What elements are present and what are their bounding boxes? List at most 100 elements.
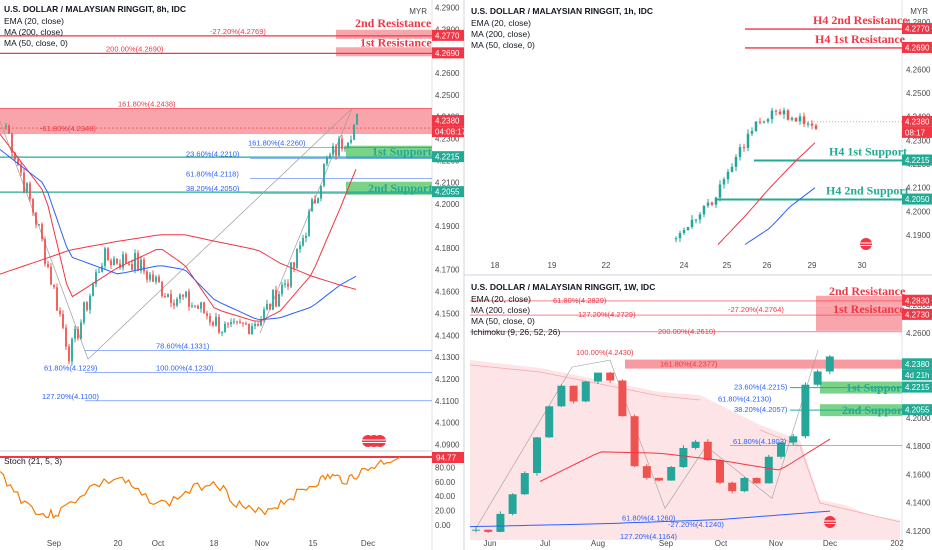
p1h-date-tick: 30 — [858, 261, 867, 270]
p1h-price-tag: 4.2050 — [905, 195, 930, 204]
p8h-candle — [104, 248, 106, 267]
p8h-candle — [191, 305, 193, 307]
p8h-candle — [164, 296, 166, 298]
p1w-price-tag: 4.2730 — [905, 310, 930, 319]
p1w-candle — [569, 385, 578, 402]
p8h-candle — [188, 291, 190, 307]
p1w-candle — [703, 441, 712, 461]
p8h-fib-label: -27.20%(4.2769) — [210, 27, 266, 36]
p1h-price-tick: 4.2000 — [906, 207, 931, 216]
p8h-candle — [89, 295, 91, 310]
p8h-price-tick: 4.2900 — [435, 3, 460, 12]
p8h-candle — [125, 254, 127, 264]
p8h-candle — [107, 248, 109, 261]
p8h-candle — [71, 338, 73, 362]
p8h-candle — [215, 316, 217, 326]
p1h-candle — [798, 116, 802, 122]
p1h-candle — [794, 117, 798, 122]
p1w-candle — [472, 529, 480, 531]
p1w-price-tag: 4d 21h — [905, 371, 929, 380]
p8h-candle — [242, 322, 244, 324]
p8h-candle — [134, 252, 136, 271]
p1w-candle — [789, 436, 798, 443]
p8h-candle — [98, 271, 100, 273]
p8h-candle — [311, 199, 313, 212]
p1h-price-tick: 4.2500 — [906, 89, 931, 98]
p1h-indicator-ma200: MA (200, close) — [471, 29, 530, 39]
p8h-candle — [182, 294, 184, 297]
stoch-tick: 60.00 — [435, 478, 456, 487]
panel-1w: 2nd Resistance 1st Resistance 1st Support 2… — [469, 282, 932, 548]
p1w-candle — [777, 442, 785, 457]
p8h-price-tick: 4.2000 — [435, 200, 460, 209]
p8h-candle — [329, 154, 331, 158]
p8h-candle — [161, 281, 163, 297]
p1w-fib-label: 200.00%(4.2610) — [658, 327, 716, 336]
p1h-candle — [806, 123, 810, 125]
p8h-candle — [326, 157, 328, 164]
p1w-candle — [679, 447, 688, 467]
p1h-candle — [762, 121, 766, 123]
p8h-candle — [62, 313, 64, 328]
p8h-candle — [20, 164, 22, 173]
p8h-price-tick: 4.0900 — [435, 441, 460, 450]
p8h-candle — [290, 262, 292, 287]
p1h-currency: MYR — [910, 7, 928, 16]
stoch-value: 94.77 — [436, 454, 457, 463]
p1h-candle — [718, 184, 722, 198]
p1h-price-tag-bg — [902, 154, 932, 166]
p1h-date-tick: 19 — [548, 261, 557, 270]
p8h-candle — [275, 290, 277, 307]
p1w-series-ma50 — [469, 510, 831, 528]
p8h-candle — [185, 291, 187, 297]
p8h-candle — [137, 252, 139, 271]
p8h-date-tick: Nov — [255, 539, 269, 548]
p8h-fib-label: 161.80%(4.2438) — [118, 99, 176, 108]
p8h-price-tick: 4.1900 — [435, 222, 460, 231]
p8h-candle — [341, 138, 343, 149]
p8h-candle — [167, 293, 169, 298]
p8h-date-tick: 15 — [309, 539, 318, 548]
p1w-ichimoku-span — [469, 364, 901, 523]
p8h-candle — [53, 284, 55, 288]
p1w-date-tick: 202 — [890, 539, 904, 548]
p8h-candle — [8, 125, 10, 134]
p8h-candle — [5, 125, 7, 127]
p1w-candle — [520, 473, 529, 495]
p1h-price-tick: 4.2300 — [906, 136, 931, 145]
p1h-candle — [702, 205, 706, 215]
p8h-price-tag-bg — [432, 115, 464, 127]
panel-8h: 2nd Resistance 1st Resistance 1st Support 2… — [0, 3, 467, 548]
p1w-candle — [508, 494, 517, 514]
p1w-fib-label: 100.00%(4.2430) — [576, 348, 634, 357]
p8h-candle — [47, 263, 49, 267]
p8h-candle — [350, 139, 352, 143]
p8h-fib-label: 200.00%(4.2690) — [106, 44, 164, 53]
p8h-date-tick: 20 — [114, 539, 123, 548]
p1h-candle — [790, 117, 794, 120]
p8h-candle — [308, 211, 310, 236]
p8h-candle — [227, 323, 229, 325]
us-flag-icon[interactable] — [860, 238, 872, 250]
p1w-fib-label: 61.80%(4.2829) — [553, 296, 607, 305]
p8h-candle — [92, 283, 94, 296]
p1w-candle — [716, 460, 724, 483]
p1w-price-tag: 4.2215 — [905, 383, 930, 392]
p1w-date-tick: Sep — [659, 539, 674, 548]
p1h-candle — [694, 219, 698, 221]
p1w-price-tag-bg — [902, 404, 932, 416]
us-flag-icon[interactable] — [824, 516, 836, 528]
p1h-date-tick: 18 — [491, 261, 500, 270]
p1w-candle — [642, 466, 651, 478]
p8h-zone-label: 1st Resistance — [360, 35, 432, 49]
p1w-fib-label: 23.60%(4.2215) — [734, 383, 788, 392]
p1h-candle — [810, 123, 814, 126]
p8h-fib-label: 161.80%(4.2260) — [248, 138, 306, 147]
p8h-candle — [212, 322, 214, 326]
p1h-price-tag-bg — [902, 41, 932, 53]
p1h-price-tick: 4.1900 — [906, 231, 931, 240]
p8h-trendline — [87, 108, 353, 360]
us-flag-icon[interactable] — [362, 435, 386, 447]
p8h-candle — [299, 245, 301, 250]
p8h-candle — [200, 302, 202, 309]
